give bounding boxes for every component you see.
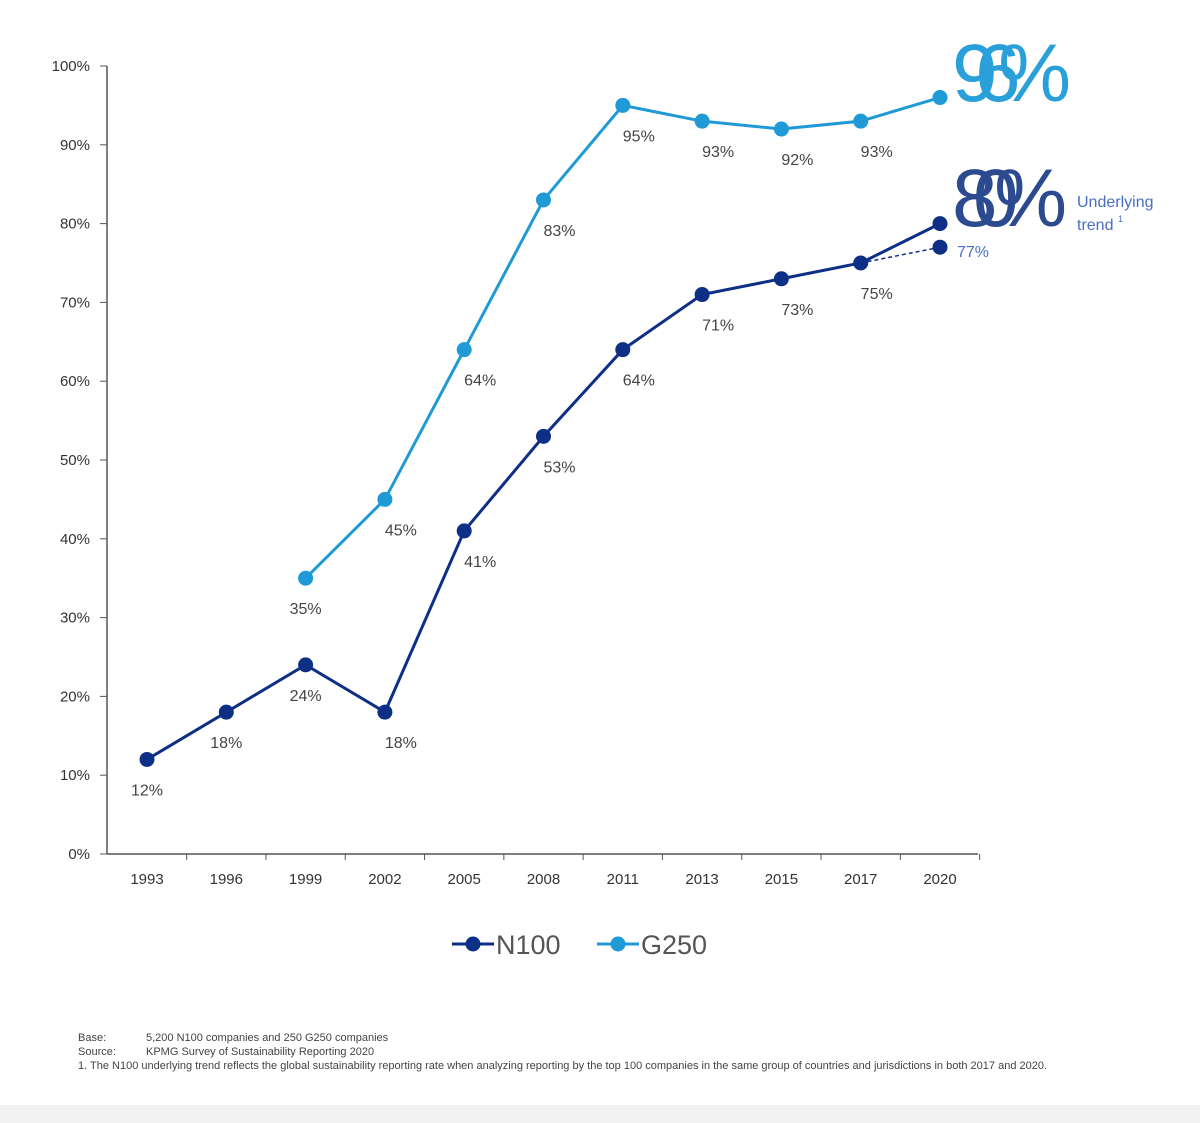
x-tick-label: 1996 <box>210 871 243 888</box>
base-value: 5,200 N100 companies and 250 G250 compan… <box>146 1032 389 1044</box>
y-tick-label: 100% <box>52 58 90 75</box>
data-label-n100: 12% <box>131 782 163 799</box>
y-tick-label: 40% <box>60 531 90 548</box>
data-label-n100: 75% <box>861 286 893 303</box>
data-point-n100 <box>456 523 472 539</box>
x-tick-label: 2008 <box>527 871 560 888</box>
data-point-g250 <box>456 342 472 358</box>
data-point-n100 <box>218 704 234 720</box>
data-label-n100: 73% <box>781 302 813 319</box>
base-label: Base: <box>78 1032 107 1044</box>
y-tick-label: 10% <box>60 767 90 784</box>
underlying-trend-line <box>860 246 941 264</box>
y-tick-label: 50% <box>60 452 90 469</box>
y-tick-label: 80% <box>60 216 90 233</box>
y-tick-label: 20% <box>60 688 90 705</box>
data-point-g250 <box>932 90 948 106</box>
data-label-n100: 18% <box>385 735 417 752</box>
x-tick-label: 1993 <box>130 871 163 888</box>
data-point-g250 <box>615 97 631 113</box>
source-label: Source: <box>78 1046 116 1058</box>
data-label-g250: 35% <box>290 601 322 618</box>
data-point-g250 <box>377 491 393 507</box>
trend-label-line2: trend <box>1077 217 1113 234</box>
y-tick-label: 90% <box>60 137 90 154</box>
x-tick-label: 1999 <box>289 871 322 888</box>
data-label-g250: 92% <box>781 152 813 169</box>
footnote: 1. The N100 underlying trend reflects th… <box>78 1060 1048 1072</box>
x-tick-label: 2020 <box>923 871 956 888</box>
data-label-g250: 95% <box>623 128 655 145</box>
data-label-n100: 64% <box>623 373 655 390</box>
data-point-n100 <box>932 216 948 232</box>
legend-label-g250: G250 <box>641 930 707 960</box>
data-point-n100 <box>694 287 710 303</box>
x-tick-label: 2002 <box>368 871 401 888</box>
data-point-n100 <box>853 255 869 271</box>
x-tick-label: 2011 <box>607 871 639 888</box>
data-label-g250: 93% <box>861 144 893 161</box>
bottom-bar <box>0 1105 1200 1123</box>
underlying-trend-label: 77% <box>957 244 989 261</box>
data-label-n100: 41% <box>464 554 496 571</box>
trend-label-line1: Underlying <box>1077 194 1153 211</box>
legend-label-n100: N100 <box>496 930 561 960</box>
x-tick-label: 2015 <box>765 871 798 888</box>
x-tick-label: 2005 <box>448 871 481 888</box>
data-point-n100 <box>773 271 789 287</box>
data-point-g250 <box>853 113 869 129</box>
x-tick-label: 2017 <box>844 871 877 888</box>
data-point-g250 <box>694 113 710 129</box>
line-chart: 0% 10% 20% 30% 40% 50% 60% 70% 80% 90% 100% 1993 199… <box>52 28 1154 960</box>
data-point-n100 <box>536 428 551 444</box>
y-tick-label: 0% <box>68 846 90 863</box>
n100-final-value: 80% <box>952 153 1067 244</box>
y-tick-label: 70% <box>60 294 90 311</box>
data-point-n100 <box>615 342 631 358</box>
data-label-n100: 24% <box>290 688 322 705</box>
data-label-n100: 18% <box>210 735 242 752</box>
data-point-g250 <box>773 121 789 137</box>
chart-notes: Base: 5,200 N100 companies and 250 G250 c… <box>78 1031 1077 1073</box>
series-line-g250 <box>304 96 941 580</box>
y-tick-label: 30% <box>60 610 90 627</box>
data-label-n100: 53% <box>543 459 575 476</box>
legend-marker-g250 <box>610 936 626 952</box>
data-point-g250 <box>298 570 314 586</box>
data-label-g250: 83% <box>543 223 575 240</box>
y-tick-label: 60% <box>60 373 90 390</box>
underlying-trend-point <box>932 239 948 255</box>
data-point-n100 <box>139 751 155 767</box>
data-label-g250: 45% <box>385 522 417 539</box>
data-label-g250: 93% <box>702 144 734 161</box>
trend-footnote-marker: 1 <box>1118 214 1123 224</box>
data-point-n100 <box>377 704 393 720</box>
legend-marker-n100 <box>465 936 481 952</box>
data-label-g250: 64% <box>464 373 496 390</box>
source-value: KPMG Survey of Sustainability Reporting … <box>146 1046 375 1058</box>
g250-final-value: 96% <box>952 28 1068 119</box>
series-line-n100 <box>146 222 941 761</box>
data-label-n100: 71% <box>702 318 734 335</box>
data-point-n100 <box>298 657 314 673</box>
x-tick-label: 2013 <box>685 871 718 888</box>
data-point-g250 <box>536 192 551 208</box>
